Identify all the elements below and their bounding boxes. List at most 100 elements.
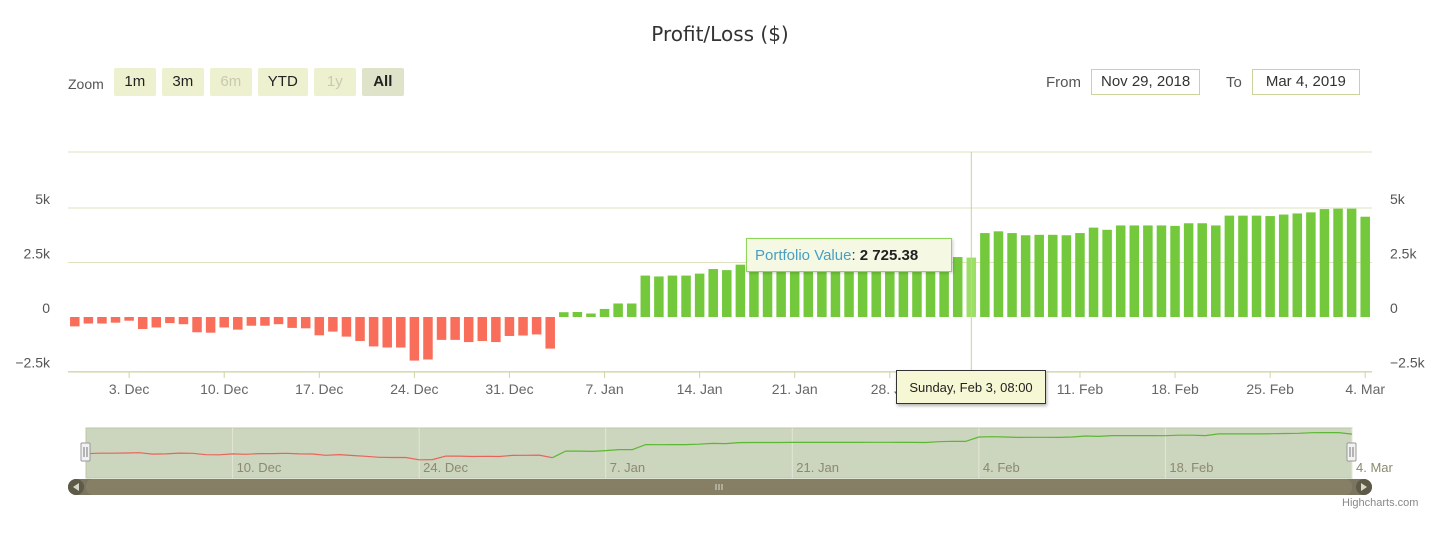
- bar: [423, 317, 433, 360]
- bar: [1115, 225, 1126, 317]
- bar: [1197, 223, 1207, 317]
- bar: [749, 264, 759, 317]
- bar: [1102, 229, 1112, 317]
- bar: [912, 263, 922, 317]
- bar: [260, 317, 270, 326]
- bar: [626, 303, 637, 317]
- bar: [436, 317, 447, 340]
- range-to: To Mar 4, 2019: [1226, 69, 1360, 95]
- bar: [491, 317, 501, 343]
- bar: [178, 317, 189, 325]
- bar: [1020, 235, 1031, 317]
- bar: [97, 317, 107, 324]
- bar: [70, 317, 80, 327]
- x-tick-label: 24. Dec: [390, 381, 438, 397]
- navigator-handle-right[interactable]: [1346, 442, 1357, 462]
- navigator-mask: [85, 427, 1353, 479]
- bar: [586, 313, 596, 317]
- bar: [233, 317, 243, 330]
- bar: [531, 317, 542, 335]
- bar: [708, 269, 718, 317]
- navigator-tick-label: 21. Jan: [796, 460, 839, 475]
- navigator: 10. Dec 24. Dec 7. Jan 21. Jan 4. Feb 18. Feb…: [68, 427, 1394, 495]
- bar: [409, 317, 420, 361]
- x-tick-label: 17. Dec: [295, 381, 343, 397]
- point-tooltip: Portfolio Value: 2 725.38: [746, 238, 952, 272]
- bar: [993, 231, 1004, 317]
- bar: [613, 303, 623, 317]
- zoom-3m-button[interactable]: 3m: [161, 68, 204, 96]
- bar: [762, 263, 773, 317]
- x-tick-label: 21. Jan: [772, 381, 818, 397]
- x-tick-label: 31. Dec: [485, 381, 533, 397]
- zoom-1y-button[interactable]: 1y: [313, 68, 356, 96]
- from-label: From: [1046, 73, 1081, 91]
- bar: [925, 263, 936, 317]
- zoom-selector: Zoom 1m 3m 6m YTD 1y All: [68, 68, 404, 96]
- bar: [1292, 213, 1303, 317]
- range-from: From Nov 29, 2018: [1046, 69, 1201, 95]
- navigator-tick-label: 18. Feb: [1169, 460, 1213, 475]
- bar: [654, 276, 664, 317]
- bar: [1319, 209, 1330, 317]
- bar: [1306, 212, 1316, 317]
- bar: [300, 317, 311, 329]
- bar: [735, 264, 746, 317]
- credits-link[interactable]: Highcharts.com: [1342, 497, 1419, 509]
- y-tick-label-right: 0: [1390, 300, 1398, 316]
- bar: [939, 259, 949, 317]
- bar: [477, 317, 488, 341]
- from-date-input[interactable]: Nov 29, 2018: [1091, 69, 1201, 95]
- zoom-1m-button[interactable]: 1m: [113, 68, 156, 96]
- navigator-tick-label: 7. Jan: [610, 460, 645, 475]
- bar: [803, 263, 814, 317]
- x-tick-label: 3. Dec: [109, 381, 149, 397]
- bar: [681, 275, 691, 317]
- y-tick-label-right: 5k: [1390, 191, 1406, 207]
- bar: [137, 317, 148, 329]
- bar: [830, 263, 841, 317]
- bar: [1088, 227, 1099, 317]
- bar: [192, 317, 202, 333]
- navigator-tick-label: 4. Feb: [983, 460, 1020, 475]
- bar: [1007, 233, 1017, 317]
- navigator-handle-left[interactable]: [80, 442, 91, 462]
- arrow-right-icon: [1361, 483, 1367, 491]
- bar: [980, 233, 990, 317]
- bar: [219, 317, 229, 328]
- navigator-tick-label: 10. Dec: [237, 460, 282, 475]
- bar: [314, 317, 325, 336]
- bar: [368, 317, 379, 347]
- bar: [151, 317, 162, 328]
- bar: [1075, 233, 1085, 317]
- bar: [545, 317, 555, 349]
- bar: [1238, 215, 1248, 317]
- x-crosshair-label: Sunday, Feb 3, 08:00: [896, 370, 1046, 404]
- bar: [1129, 225, 1140, 317]
- bar: [1346, 208, 1357, 317]
- bar: [1143, 225, 1153, 317]
- gridlines: [68, 151, 1372, 373]
- bar: [1211, 225, 1221, 317]
- zoom-all-button[interactable]: All: [361, 68, 404, 96]
- bar: [246, 317, 257, 326]
- bar: [1333, 208, 1343, 317]
- bar: [776, 263, 786, 317]
- zoom-label: Zoom: [68, 76, 104, 92]
- to-date-input[interactable]: Mar 4, 2019: [1251, 69, 1360, 95]
- bar: [1034, 234, 1044, 317]
- zoom-ytd-button[interactable]: YTD: [257, 68, 308, 96]
- bar: [789, 263, 800, 317]
- tooltip-value: 2 725.38: [859, 247, 919, 264]
- navigator-scrollbar[interactable]: [68, 479, 1372, 495]
- x-axis: 3. Dec 10. Dec 17. Dec 24. Dec 31. Dec 7. Jan…: [109, 372, 1385, 397]
- bar: [640, 275, 651, 317]
- bar: [110, 317, 121, 323]
- bar: [1048, 234, 1058, 317]
- bar: [1170, 225, 1180, 317]
- bar: [871, 262, 881, 317]
- bar: [885, 262, 895, 317]
- zoom-6m-button[interactable]: 6m: [209, 68, 252, 96]
- x-tick-label: 7. Jan: [585, 381, 623, 397]
